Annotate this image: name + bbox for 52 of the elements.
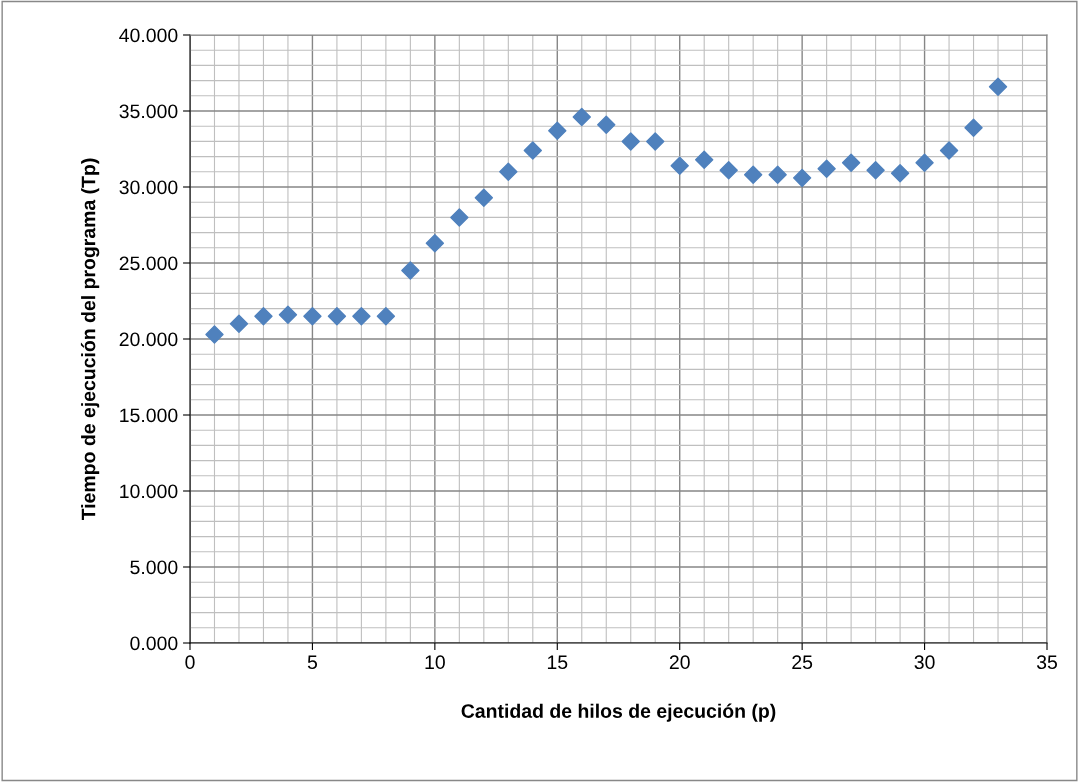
y-tick-label: 10.000	[120, 484, 178, 499]
y-axis-title: Tiempo de ejecución del programa (Tp)	[80, 158, 100, 521]
point	[229, 314, 249, 334]
x-tick-label: 20	[669, 655, 690, 670]
x-tick-label: 30	[914, 655, 935, 670]
point	[694, 150, 714, 169]
point	[450, 208, 469, 227]
point	[548, 121, 567, 140]
point	[621, 132, 640, 151]
point	[254, 306, 273, 326]
point	[327, 306, 347, 326]
y-tick-label: 40.000	[119, 28, 178, 43]
point	[939, 141, 959, 160]
point	[474, 188, 494, 207]
point	[425, 234, 445, 253]
point	[719, 161, 738, 180]
point	[499, 162, 518, 182]
point	[303, 306, 322, 326]
x-tick-label: 5	[307, 655, 318, 670]
x-tick-label: 0	[185, 655, 195, 670]
point	[817, 159, 836, 178]
point	[352, 306, 371, 326]
y-tick-label: 20.000	[119, 332, 178, 347]
x-tick-label: 15	[547, 655, 568, 670]
point	[743, 165, 763, 185]
x-axis-title: Cantidad de hilos de ejecución (p)	[461, 703, 776, 722]
point	[572, 107, 591, 127]
y-tick-label: 25.000	[119, 256, 178, 271]
y-tick-label: 0.000	[130, 636, 178, 651]
point	[841, 153, 861, 172]
x-tick-label: 10	[425, 655, 445, 670]
x-tick-label: 25	[792, 655, 813, 670]
point	[278, 305, 298, 324]
point	[523, 141, 543, 160]
point	[964, 118, 983, 137]
point	[915, 153, 934, 172]
point	[768, 165, 787, 185]
y-tick-label: 30.000	[119, 180, 178, 195]
point	[646, 132, 665, 151]
point	[890, 164, 910, 183]
x-tick-label: 35	[1036, 655, 1057, 670]
y-tick-label: 35.000	[119, 104, 178, 119]
point	[597, 115, 616, 134]
point	[988, 77, 1008, 96]
y-tick-label: 15.000	[120, 408, 178, 423]
point	[670, 156, 689, 175]
point	[401, 261, 420, 280]
point	[376, 306, 396, 326]
point	[205, 325, 224, 344]
y-tick-label: 5.000	[130, 560, 178, 575]
point	[866, 161, 885, 180]
point	[792, 168, 812, 188]
